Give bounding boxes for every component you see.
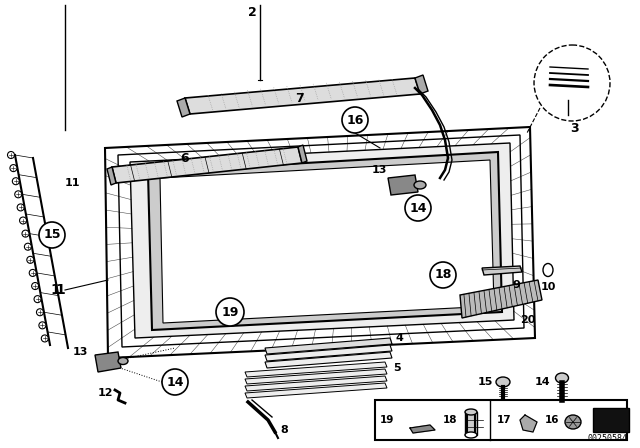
Polygon shape (415, 75, 428, 94)
Text: 12: 12 (98, 388, 113, 398)
Text: 15: 15 (478, 377, 493, 387)
Polygon shape (245, 376, 387, 391)
Circle shape (20, 217, 27, 224)
Text: 7: 7 (295, 91, 304, 104)
Circle shape (162, 369, 188, 395)
Polygon shape (245, 369, 387, 384)
Ellipse shape (556, 373, 568, 383)
Ellipse shape (496, 377, 510, 387)
Text: 3: 3 (570, 121, 579, 134)
Text: 1: 1 (55, 283, 65, 297)
Polygon shape (112, 147, 302, 183)
Ellipse shape (565, 415, 581, 429)
FancyBboxPatch shape (465, 412, 477, 435)
Text: 14: 14 (409, 202, 427, 215)
FancyBboxPatch shape (593, 408, 629, 432)
Text: 20: 20 (520, 315, 536, 325)
Text: 19: 19 (380, 415, 394, 425)
Text: 1: 1 (50, 283, 60, 297)
Polygon shape (265, 345, 392, 361)
Ellipse shape (465, 409, 477, 415)
Circle shape (15, 191, 22, 198)
Polygon shape (177, 98, 190, 117)
Circle shape (405, 195, 431, 221)
Ellipse shape (414, 181, 426, 189)
Text: 18: 18 (443, 415, 458, 425)
Circle shape (17, 204, 24, 211)
Polygon shape (298, 145, 307, 163)
Ellipse shape (465, 432, 477, 438)
Text: 9: 9 (512, 280, 520, 290)
Circle shape (36, 309, 44, 316)
Text: 19: 19 (221, 306, 239, 319)
Text: 6: 6 (180, 151, 189, 164)
Polygon shape (410, 425, 435, 433)
Circle shape (24, 243, 31, 250)
Text: 2: 2 (248, 7, 257, 20)
Circle shape (10, 164, 17, 172)
Text: 10: 10 (540, 282, 556, 292)
Text: 8: 8 (280, 425, 288, 435)
Polygon shape (160, 160, 494, 323)
Text: 11: 11 (65, 178, 81, 188)
Circle shape (42, 335, 48, 342)
Polygon shape (107, 167, 116, 185)
Text: 00250584: 00250584 (588, 434, 628, 443)
Text: 13: 13 (372, 165, 387, 175)
Circle shape (8, 151, 15, 159)
Circle shape (34, 296, 41, 303)
Text: 14: 14 (535, 377, 550, 387)
Ellipse shape (543, 263, 553, 276)
Polygon shape (460, 280, 542, 318)
Text: 16: 16 (545, 415, 559, 425)
Text: 4: 4 (395, 333, 403, 343)
Circle shape (39, 322, 46, 329)
Polygon shape (105, 127, 535, 358)
Circle shape (12, 178, 19, 185)
Text: 14: 14 (166, 375, 184, 388)
Circle shape (27, 256, 34, 263)
Polygon shape (95, 352, 121, 372)
Polygon shape (265, 338, 392, 354)
Circle shape (29, 269, 36, 276)
Text: 13: 13 (73, 347, 88, 357)
Polygon shape (520, 415, 537, 432)
Circle shape (22, 230, 29, 237)
Polygon shape (265, 352, 392, 368)
Ellipse shape (118, 358, 128, 365)
Circle shape (342, 107, 368, 133)
Text: 15: 15 (44, 228, 61, 241)
Polygon shape (118, 135, 524, 347)
Circle shape (216, 298, 244, 326)
Text: 17: 17 (497, 415, 511, 425)
Text: 16: 16 (346, 113, 364, 126)
Polygon shape (245, 383, 387, 398)
Polygon shape (245, 362, 387, 377)
Polygon shape (388, 175, 418, 195)
Text: 5: 5 (393, 363, 401, 373)
Polygon shape (130, 143, 514, 338)
Polygon shape (148, 152, 502, 330)
Text: 18: 18 (435, 268, 452, 281)
Polygon shape (185, 78, 420, 114)
Polygon shape (482, 266, 522, 275)
Circle shape (430, 262, 456, 288)
Circle shape (39, 222, 65, 248)
Circle shape (31, 283, 38, 289)
